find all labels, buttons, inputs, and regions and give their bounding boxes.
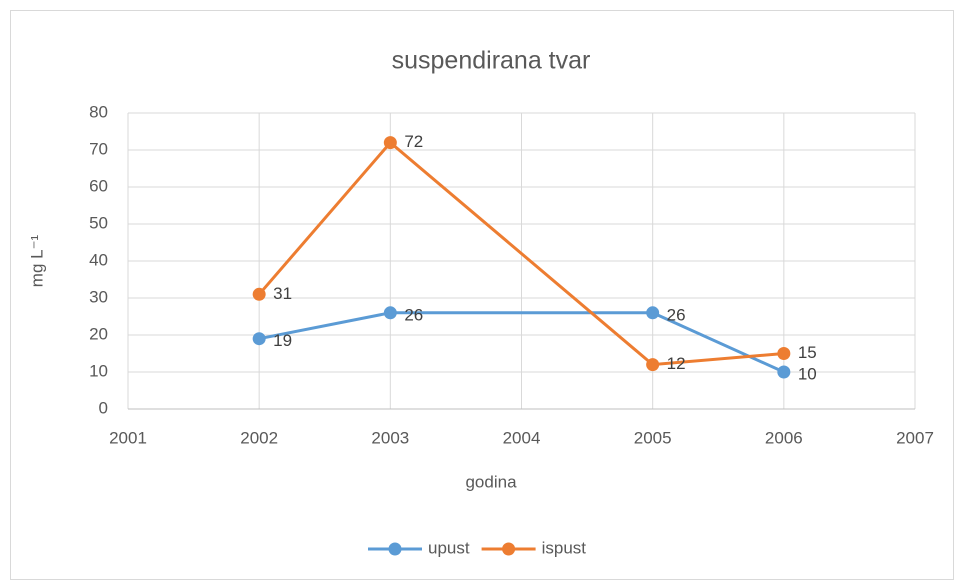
y-tick-label: 70 — [89, 139, 108, 158]
data-label: 26 — [667, 305, 686, 324]
x-tick-label: 2004 — [503, 428, 541, 447]
point — [252, 287, 266, 301]
x-tick-label: 2002 — [240, 428, 278, 447]
chart-title: suspendirana tvar — [392, 47, 591, 75]
y-tick-label: 40 — [89, 250, 108, 269]
y-tick-label: 30 — [89, 287, 108, 306]
x-tick-label: 2001 — [109, 428, 147, 447]
series-line — [258, 311, 785, 374]
legend-label: upust — [428, 538, 470, 557]
x-tick-label: 2007 — [896, 428, 934, 447]
y-tick-label: 20 — [89, 324, 108, 343]
y-tick-label: 50 — [89, 213, 108, 232]
data-label: 72 — [404, 132, 423, 151]
legend-label: ispust — [542, 538, 587, 557]
y-tick-label: 10 — [89, 361, 108, 380]
x-tick-label: 2005 — [634, 428, 672, 447]
y-tick-label: 60 — [89, 176, 108, 195]
point — [777, 365, 791, 379]
data-label: 31 — [273, 284, 292, 303]
data-label: 12 — [667, 354, 686, 373]
point — [646, 306, 660, 320]
x-axis-label: godina — [465, 472, 517, 491]
series-line — [258, 140, 784, 367]
y-tick-label: 80 — [89, 102, 108, 121]
data-label: 26 — [404, 305, 423, 324]
x-tick-label: 2003 — [371, 428, 409, 447]
x-tick-label: 2006 — [765, 428, 803, 447]
y-axis-label: mg L⁻¹ — [27, 234, 46, 287]
legend-marker — [388, 542, 402, 556]
point — [383, 306, 397, 320]
chart-border — [10, 10, 954, 580]
point — [646, 358, 660, 372]
data-label: 10 — [798, 364, 817, 383]
data-label: 15 — [798, 343, 817, 362]
point — [777, 347, 791, 360]
legend-marker — [502, 542, 516, 556]
data-label: 19 — [273, 331, 292, 350]
y-tick-label: 0 — [99, 398, 108, 417]
point — [252, 332, 266, 346]
point — [383, 136, 397, 150]
